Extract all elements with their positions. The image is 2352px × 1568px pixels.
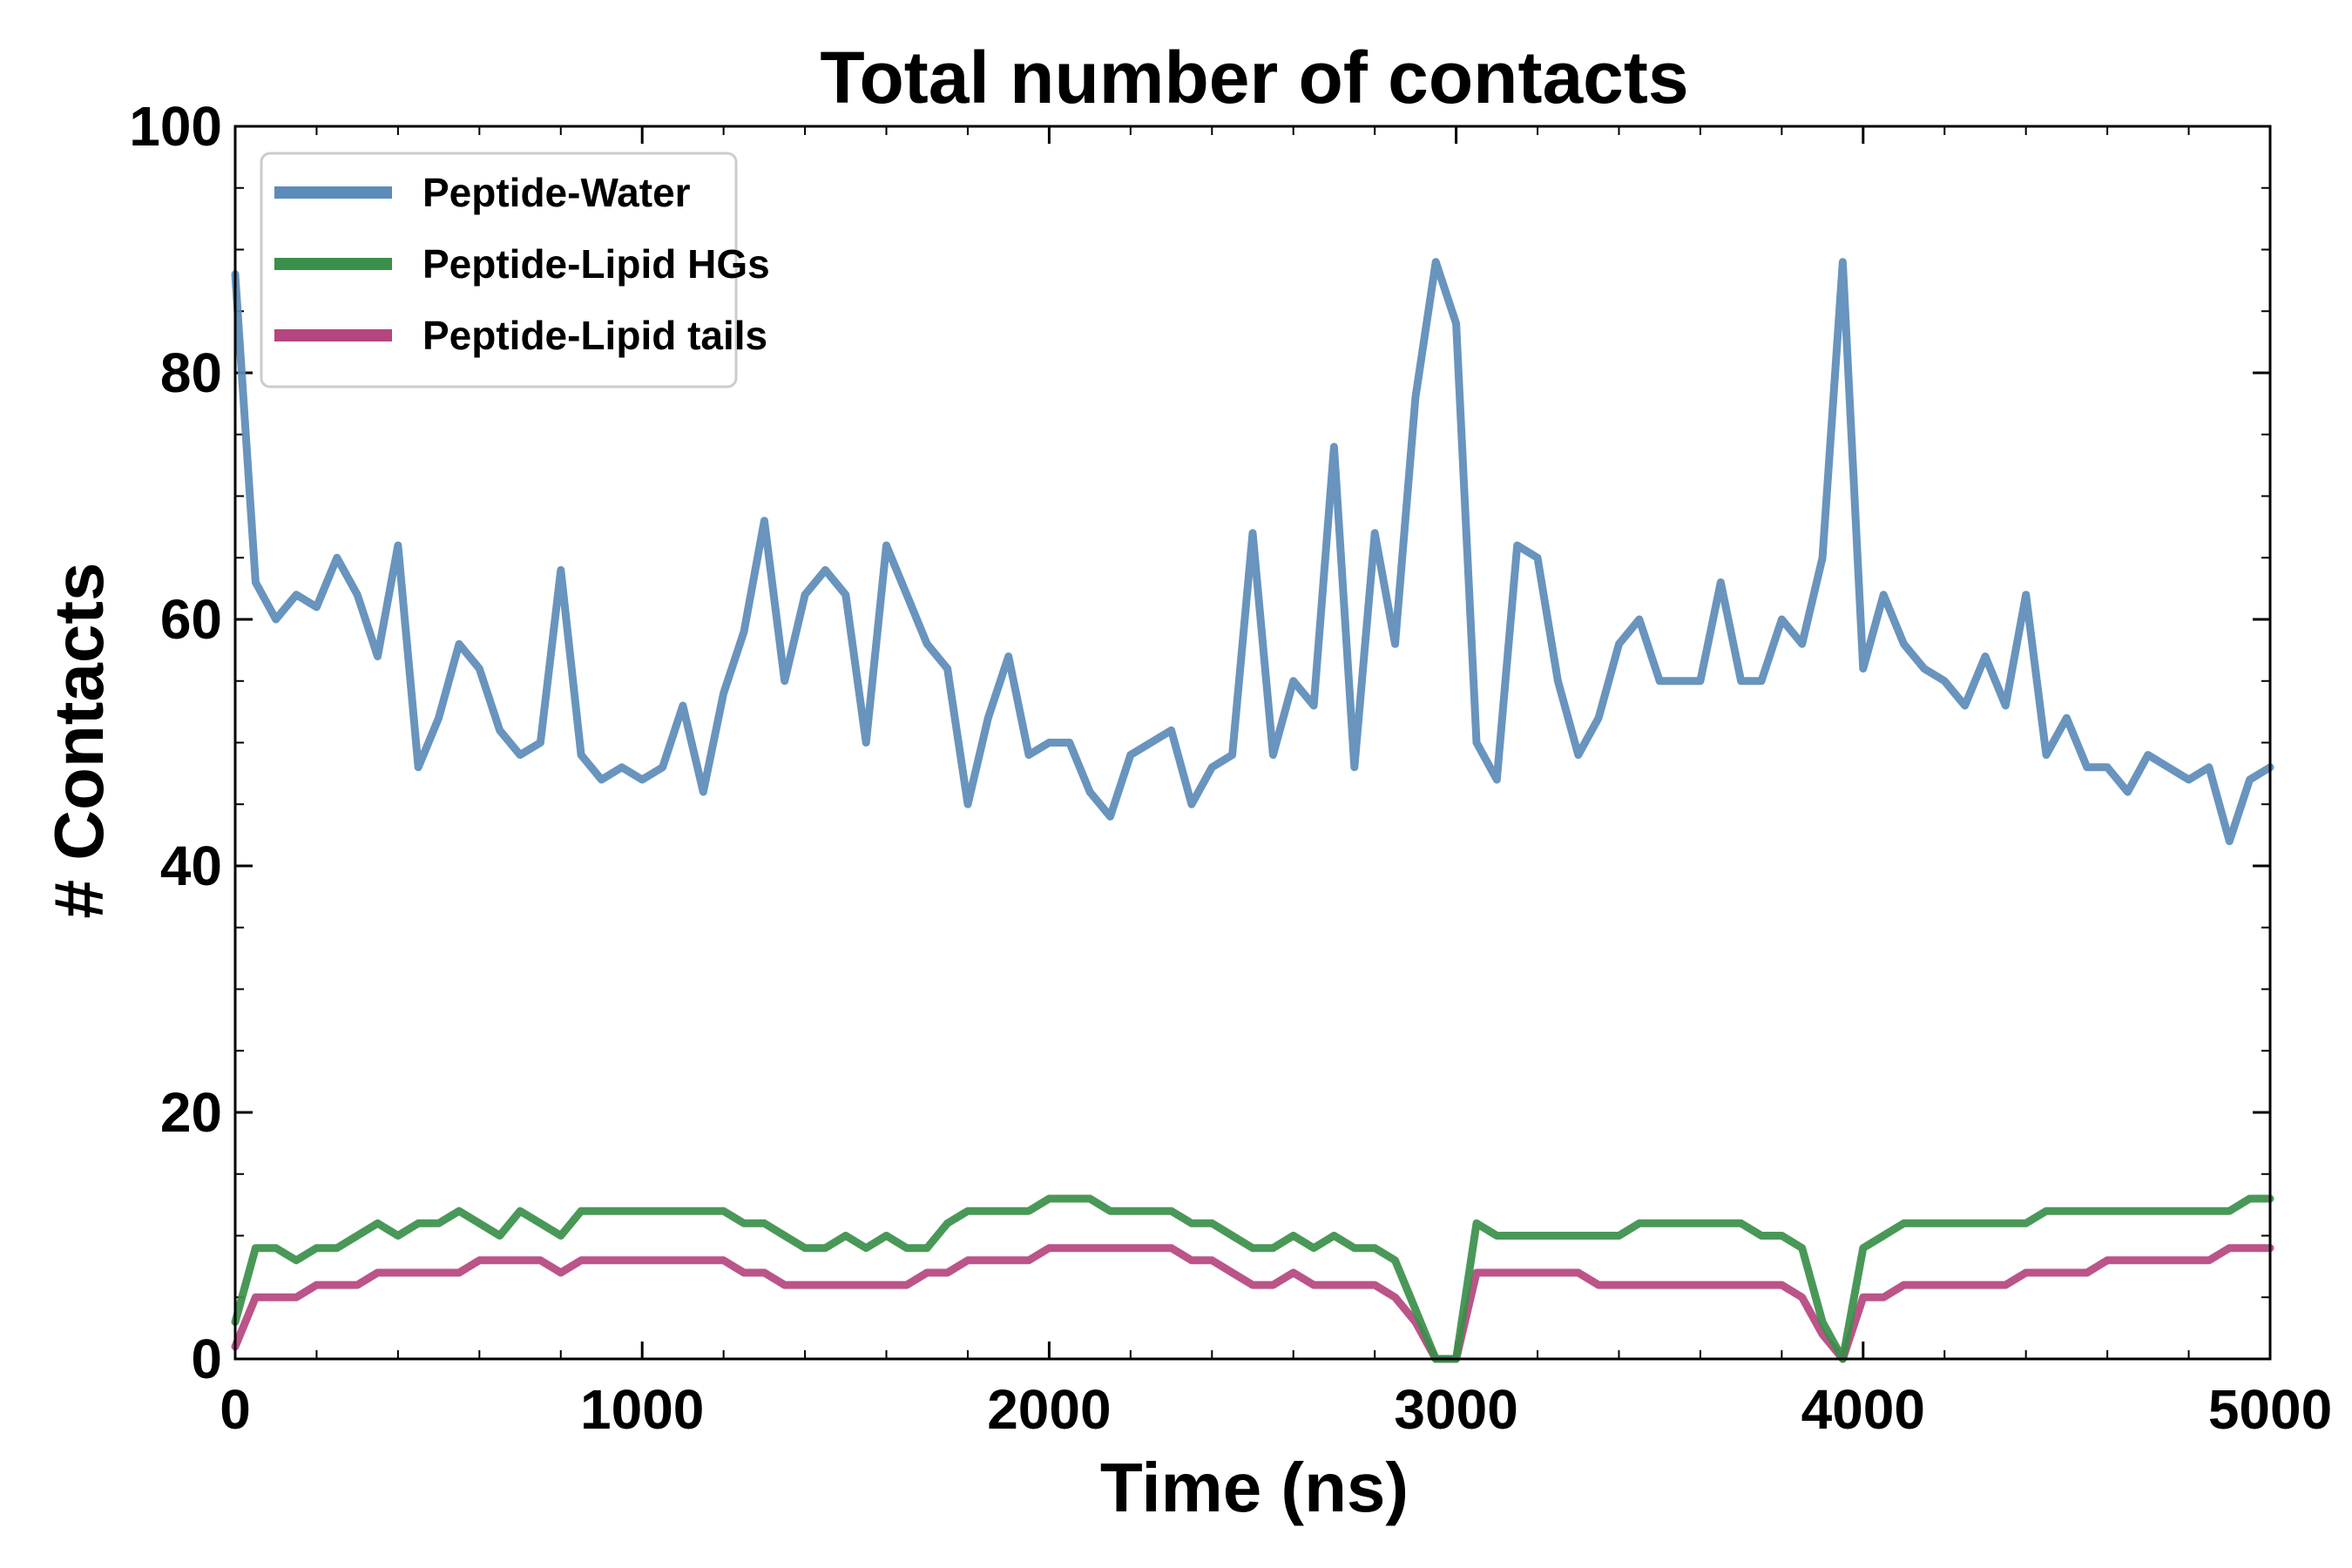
series-line-peptide-lipid-hgs: [231, 1194, 2274, 1363]
legend-label-peptide-lipid-tails: Peptide-Lipid tails: [422, 313, 767, 358]
y-axis-label: # Contacts: [40, 563, 118, 919]
y-tick-label: 20: [160, 1081, 222, 1144]
series-line-peptide-lipid-tails: [231, 1244, 2274, 1363]
series-line-peptide-water: [231, 258, 2274, 846]
legend-label-peptide-water: Peptide-Water: [422, 170, 691, 215]
chart-title: Total number of contacts: [820, 37, 1688, 118]
y-tick-label: 80: [160, 341, 222, 404]
series-lines: [231, 258, 2274, 1363]
tick-labels: 0 1000 2000 3000 4000 5000 0 20 40 60 80 100: [129, 95, 2332, 1441]
y-tick-label: 40: [160, 835, 222, 897]
x-tick-label: 3000: [1394, 1378, 1517, 1441]
y-tick-label: 100: [129, 95, 222, 158]
legend: Peptide-Water Peptide-Lipid HGs Peptide-Li…: [260, 152, 770, 389]
legend-label-peptide-lipid-hgs: Peptide-Lipid HGs: [422, 241, 770, 287]
plot-frame: [233, 125, 2272, 1361]
x-tick-label: 1000: [580, 1378, 704, 1441]
x-tick-label: 2000: [987, 1378, 1111, 1441]
x-tick-label: 4000: [1801, 1378, 1925, 1441]
x-tick-label: 5000: [2208, 1378, 2332, 1441]
x-axis-label: Time (ns): [1100, 1449, 1409, 1526]
minor-ticks: [235, 126, 2270, 1359]
x-tick-label: 0: [220, 1378, 251, 1441]
legend-box: [260, 152, 738, 389]
legend-entries: Peptide-Water Peptide-Lipid HGs Peptide-Li…: [274, 170, 770, 358]
y-tick-label: 60: [160, 588, 222, 651]
y-tick-label: 0: [191, 1328, 222, 1390]
